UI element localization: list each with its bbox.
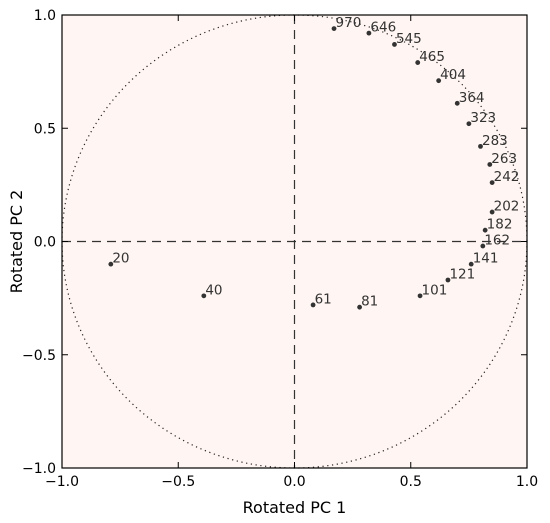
data-point-364 (454, 100, 460, 106)
point-label-202: 202 (494, 199, 520, 215)
data-point-141 (468, 261, 474, 267)
x-tick-label: 1.0 (516, 474, 538, 490)
point-label-404: 404 (440, 67, 466, 83)
data-point-40 (201, 293, 207, 299)
x-tick-label: 0.0 (283, 474, 305, 490)
point-label-61: 61 (315, 291, 332, 307)
point-label-283: 283 (482, 133, 508, 149)
point-label-323: 323 (470, 110, 496, 126)
point-label-364: 364 (459, 90, 485, 106)
point-label-263: 263 (491, 151, 517, 167)
data-point-646 (366, 30, 372, 36)
point-label-646: 646 (370, 20, 396, 36)
point-label-970: 970 (336, 15, 362, 31)
point-label-81: 81 (361, 294, 378, 310)
point-label-101: 101 (422, 282, 448, 298)
data-point-404 (436, 78, 442, 84)
data-point-970 (331, 26, 337, 31)
data-point-323 (466, 121, 472, 127)
data-point-162 (480, 243, 486, 249)
point-label-141: 141 (473, 251, 499, 267)
x-tick-label: −1.0 (45, 474, 79, 490)
y-tick-label: 0.0 (34, 235, 56, 251)
y-axis-label: Rotated PC 2 (7, 190, 26, 294)
data-point-20 (108, 261, 114, 267)
data-point-242 (489, 180, 495, 186)
point-label-545: 545 (396, 31, 422, 47)
point-label-182: 182 (487, 217, 513, 233)
x-axis-label: Rotated PC 1 (243, 498, 347, 517)
data-point-61 (310, 302, 316, 308)
ticks-layer: −1.0 −0.5 0.0 0.5 1.0 −1.0 −0.5 0.0 0.5 1.0 (22, 8, 538, 490)
point-label-121: 121 (449, 267, 475, 283)
data-point-263 (487, 162, 493, 167)
x-tick-label: −0.5 (161, 474, 195, 490)
point-label-40: 40 (205, 282, 222, 298)
point-label-162: 162 (484, 233, 510, 249)
data-point-101 (417, 293, 423, 299)
reference-lines (62, 15, 527, 468)
data-point-465 (415, 60, 421, 65)
x-tick-label: 0.5 (400, 474, 422, 490)
y-tick-label: 1.0 (34, 8, 56, 24)
point-label-20: 20 (112, 251, 129, 267)
y-tick-label: −1.0 (22, 461, 56, 477)
data-point-121 (445, 277, 451, 283)
point-label-465: 465 (419, 49, 445, 65)
y-tick-label: 0.5 (34, 121, 56, 137)
data-point-545 (392, 42, 397, 47)
data-point-283 (478, 143, 483, 149)
data-point-202 (489, 209, 495, 215)
y-tick-label: −0.5 (22, 348, 56, 364)
data-point-81 (357, 304, 362, 310)
data-point-182 (482, 227, 488, 233)
point-label-242: 242 (494, 169, 520, 185)
